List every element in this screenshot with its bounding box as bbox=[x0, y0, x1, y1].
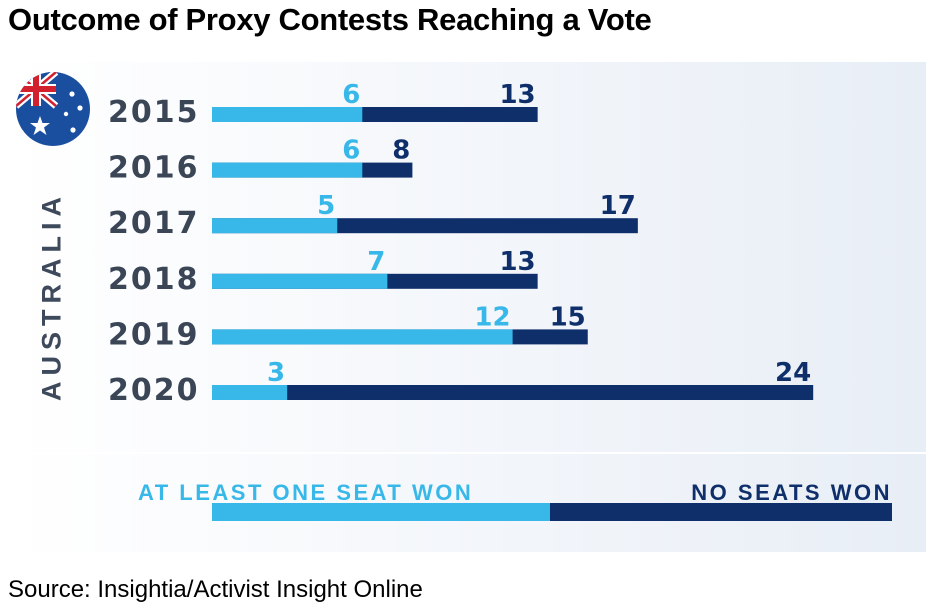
bar-at-least-one-seat-2016 bbox=[212, 162, 363, 178]
bar-at-least-one-seat-2020 bbox=[212, 385, 288, 400]
value-label-no-seats-2020: 24 bbox=[775, 358, 811, 388]
chart-panel bbox=[8, 62, 926, 552]
source-note: Source: Insightia/Activist Insight Onlin… bbox=[8, 576, 423, 603]
australian-flag-icon bbox=[16, 72, 90, 146]
value-label-no-seats-2015: 13 bbox=[499, 80, 535, 110]
bar-no-seats-2020 bbox=[212, 385, 814, 400]
value-label-at-least-one-seat-2020: 3 bbox=[267, 358, 285, 388]
bar-at-least-one-seat-2015 bbox=[212, 107, 363, 122]
year-label-2018: 2018 bbox=[108, 262, 200, 297]
value-label-at-least-one-seat-2018: 7 bbox=[367, 247, 385, 277]
value-label-no-seats-2019: 15 bbox=[550, 302, 586, 332]
chart-title: Outcome of Proxy Contests Reaching a Vot… bbox=[8, 2, 652, 37]
value-label-no-seats-2018: 13 bbox=[499, 247, 535, 277]
value-label-at-least-one-seat-2015: 6 bbox=[342, 80, 360, 110]
year-label-2015: 2015 bbox=[108, 95, 200, 130]
value-label-no-seats-2016: 8 bbox=[392, 136, 410, 166]
year-label-2020: 2020 bbox=[108, 373, 200, 408]
bar-at-least-one-seat-2018 bbox=[212, 273, 388, 289]
bar-at-least-one-seat-2017 bbox=[212, 218, 338, 234]
value-label-no-seats-2017: 17 bbox=[600, 191, 636, 221]
value-label-at-least-one-seat-2017: 5 bbox=[317, 191, 335, 221]
legend-swatch-no-seats bbox=[550, 503, 892, 521]
legend-swatch-at-least-one-seat bbox=[212, 503, 550, 521]
year-label-2017: 2017 bbox=[108, 206, 200, 241]
year-label-2019: 2019 bbox=[108, 317, 200, 352]
legend-label-no-seats: NO SEATS WON bbox=[691, 480, 892, 505]
bar-at-least-one-seat-2019 bbox=[212, 329, 513, 345]
year-label-2016: 2016 bbox=[108, 151, 200, 186]
value-label-at-least-one-seat-2016: 6 bbox=[342, 136, 360, 166]
legend-label-at-least-one-seat: AT LEAST ONE SEAT WON bbox=[138, 480, 474, 505]
legend-divider bbox=[8, 452, 926, 454]
value-label-at-least-one-seat-2019: 12 bbox=[474, 302, 510, 332]
